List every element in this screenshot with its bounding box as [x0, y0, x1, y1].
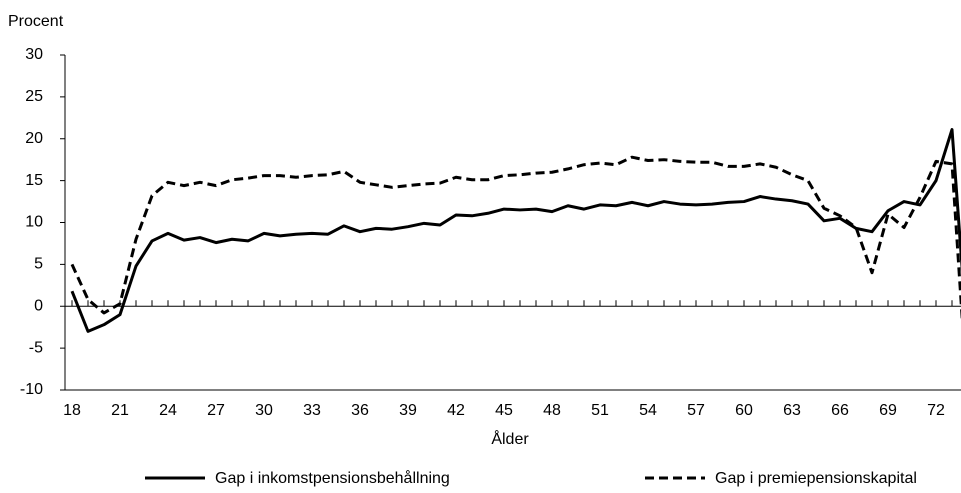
x-axis-label: Ålder — [491, 429, 529, 448]
x-tick-label: 36 — [351, 402, 369, 419]
legend-label: Gap i inkomstpensionsbehållning — [215, 469, 450, 487]
x-tick-label: 54 — [639, 402, 657, 419]
y-tick-label: 10 — [25, 214, 43, 231]
x-tick-label: 24 — [159, 402, 177, 419]
x-tick-label: 69 — [879, 402, 897, 419]
x-tick-label: 66 — [831, 402, 849, 419]
x-tick-label: 27 — [207, 402, 225, 419]
x-tick-label: 57 — [687, 402, 705, 419]
x-tick-label: 30 — [255, 402, 273, 419]
x-tick-label: 51 — [591, 402, 609, 419]
legend-label: Gap i premiepensionskapital — [715, 470, 917, 487]
y-tick-label: 5 — [34, 256, 43, 273]
x-tick-label: 63 — [783, 402, 801, 419]
data-line — [70, 128, 961, 333]
x-tick-label: 21 — [111, 402, 129, 419]
y-tick-label: -10 — [20, 381, 43, 398]
y-tick-label: 25 — [25, 88, 43, 105]
y-axis-label: Procent — [8, 13, 64, 30]
y-tick-label: 15 — [25, 172, 43, 189]
plot-area — [70, 128, 961, 333]
x-tick-label: 60 — [735, 402, 753, 419]
y-tick-label: 30 — [25, 46, 43, 63]
x-tick-label: 42 — [447, 402, 465, 419]
x-tick-label: 18 — [63, 402, 81, 419]
x-tick-label: 45 — [495, 402, 513, 419]
x-tick-label: 72 — [927, 402, 945, 419]
y-tick-label: 0 — [34, 297, 43, 314]
y-tick-label: 20 — [25, 130, 43, 147]
y-tick-label: -5 — [29, 339, 43, 356]
x-tick-label: 33 — [303, 402, 321, 419]
x-tick-label: 48 — [543, 402, 561, 419]
x-tick-label: 39 — [399, 402, 417, 419]
data-line — [70, 155, 961, 324]
